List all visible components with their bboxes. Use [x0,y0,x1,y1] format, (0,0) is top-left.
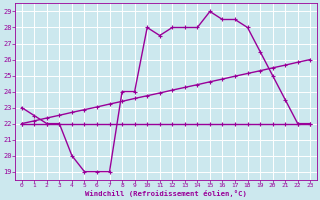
X-axis label: Windchill (Refroidissement éolien,°C): Windchill (Refroidissement éolien,°C) [85,190,247,197]
